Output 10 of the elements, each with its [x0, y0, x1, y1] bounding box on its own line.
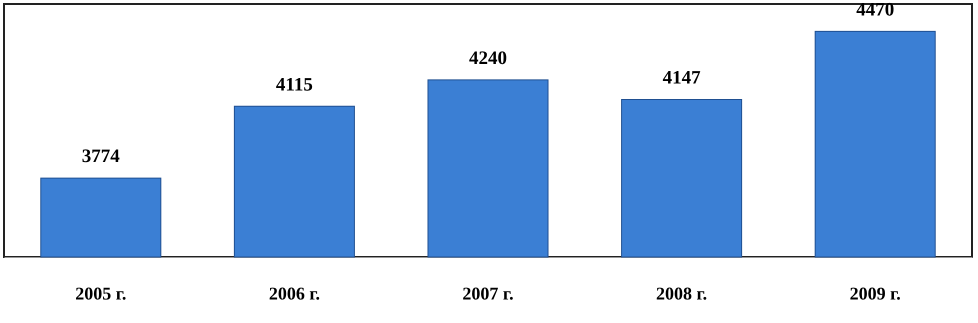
data-label: 4470	[856, 0, 894, 20]
x-tick-label: 2006 г.	[268, 284, 320, 304]
x-tick-label: 2007 г.	[462, 284, 514, 304]
x-tick-label: 2005 г.	[75, 284, 126, 304]
x-tick-label: 2008 г.	[656, 284, 708, 304]
data-label: 4240	[469, 48, 507, 69]
data-label: 4147	[662, 68, 702, 89]
data-label: 4115	[276, 74, 313, 96]
x-tick-label: 2009 г.	[850, 284, 901, 304]
data-label: 3774	[82, 146, 120, 168]
